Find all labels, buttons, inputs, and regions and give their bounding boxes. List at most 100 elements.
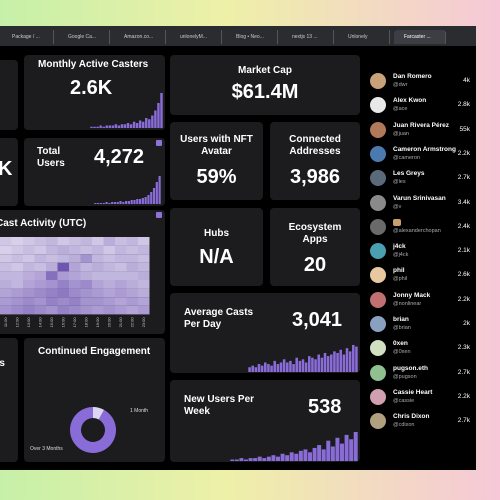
- follower-count: 2.2k: [457, 392, 470, 400]
- heatmap-cell: [11, 297, 23, 306]
- info-badge: [156, 212, 162, 218]
- heatmap-cell: [11, 237, 23, 246]
- user-row: brian @brian 2k: [370, 314, 470, 336]
- bar: [330, 446, 335, 461]
- follower-count: 2.7k: [457, 174, 470, 182]
- browser-tab[interactable]: Unlonely: [338, 30, 390, 44]
- heatmap-cell: [69, 271, 81, 280]
- bar: [336, 352, 339, 372]
- bar: [257, 456, 262, 461]
- heatmap-cell: [138, 271, 150, 280]
- browser-tab[interactable]: nextjs 13 ...: [282, 30, 334, 44]
- heatmap-cell: [23, 237, 35, 246]
- heatmap-cell: [103, 271, 115, 280]
- browser-tab[interactable]: Package / ...: [2, 30, 54, 44]
- heatmap-cell: [57, 280, 69, 289]
- user-name: j4ck: [393, 243, 406, 251]
- user-handle: @j4ck: [393, 252, 409, 259]
- heatmap-cell: [103, 305, 115, 315]
- heatmap-cell: [11, 305, 23, 315]
- heatmap-cell: [103, 262, 115, 272]
- user-name: brian: [393, 316, 409, 323]
- x-tick-label: 19:00: [95, 317, 100, 328]
- heatmap-cell: [138, 288, 150, 298]
- bar: [94, 203, 97, 204]
- card-value: 4,272: [94, 146, 145, 168]
- bar: [266, 456, 271, 461]
- heatmap-cell: [103, 288, 115, 298]
- bar: [289, 360, 292, 372]
- bar: [326, 356, 330, 372]
- avatar: [370, 291, 386, 308]
- x-tick-label: 20:00: [106, 317, 111, 328]
- bar: [264, 362, 267, 372]
- user-row: Cameron Armstrong @cameron 2.2k: [370, 144, 470, 166]
- user-row: Varun Srinivasan @v 3.4k: [370, 193, 470, 215]
- heatmap-cell: [46, 262, 58, 272]
- card: Hubs N/A: [170, 208, 263, 286]
- user-handle: @0xen: [393, 349, 411, 356]
- browser-tab[interactable]: Amazon.co...: [114, 30, 166, 44]
- user-handle: @v: [393, 203, 402, 210]
- follower-count: 4k: [463, 77, 470, 84]
- bar: [148, 119, 151, 128]
- x-tick-label: 14:00: [37, 317, 42, 328]
- heatmap-cell: [115, 288, 127, 298]
- follower-count: 55k: [459, 125, 470, 133]
- card: Continued Engagement 1 Month Over 3 Month…: [24, 338, 165, 462]
- heatmap-cell: [57, 288, 69, 298]
- bar: [248, 458, 253, 461]
- user-row: Jonny Mack @nonlinear 2.2k: [370, 290, 470, 312]
- donut-chart: 1 Month Over 3 Months: [30, 407, 148, 453]
- heatmap-cell: [69, 297, 81, 306]
- heatmap-cell: [92, 305, 104, 315]
- bar: [248, 367, 251, 372]
- heatmap-cell: [80, 271, 92, 280]
- bar: [230, 459, 235, 461]
- heatmap-cell: [11, 262, 23, 272]
- card: K: [0, 138, 18, 206]
- x-tick-label: 17:00: [72, 317, 77, 328]
- heatmap-cell: [0, 297, 12, 306]
- bar: [335, 437, 340, 461]
- x-tick-label: 13:00: [26, 317, 31, 328]
- card-value: 538: [308, 396, 342, 418]
- user-handle: @pugson: [393, 373, 417, 380]
- bar: [348, 351, 352, 372]
- x-tick-label: 22:00: [129, 317, 134, 328]
- x-tick-label: 12:00: [14, 317, 19, 328]
- heatmap-cell: [34, 271, 46, 280]
- card: Cast Activity (UTC) 11:00 12:00 13:00 14:00…: [0, 210, 165, 334]
- bar: [271, 455, 276, 461]
- browser-window: Package / ... Google Ca... Amazon.co... unl…: [0, 26, 476, 470]
- card: ts: [0, 338, 18, 462]
- bar: [129, 124, 133, 128]
- bar: [355, 346, 358, 372]
- bar: [317, 354, 320, 372]
- bar: [326, 440, 331, 461]
- heatmap-cell: [126, 237, 138, 246]
- bar: [141, 198, 144, 204]
- bar: [152, 188, 156, 204]
- bar: [330, 354, 333, 372]
- browser-tab[interactable]: Farcaster ...: [394, 30, 446, 44]
- bar: [308, 356, 311, 372]
- card: [0, 60, 18, 130]
- x-tick-label: 15:00: [49, 317, 54, 328]
- browser-tab[interactable]: Blog • Neo...: [226, 30, 278, 44]
- bar: [102, 203, 105, 204]
- heatmap-cell: [0, 254, 12, 263]
- avatar: [370, 388, 386, 405]
- browser-tab[interactable]: Google Ca...: [58, 30, 110, 44]
- bar: [276, 364, 280, 372]
- heatmap-cell: [80, 297, 92, 306]
- card: Monthly Active Casters 2.6K: [24, 55, 165, 130]
- browser-tab[interactable]: unlonelyM...: [170, 30, 222, 44]
- bar: [145, 118, 148, 128]
- heatmap-cell: [69, 237, 81, 246]
- bar: [147, 195, 150, 204]
- heatmap-cell: [103, 245, 115, 255]
- bar: [260, 365, 264, 372]
- heatmap-cell: [92, 288, 104, 298]
- heatmap-cell: [0, 288, 12, 298]
